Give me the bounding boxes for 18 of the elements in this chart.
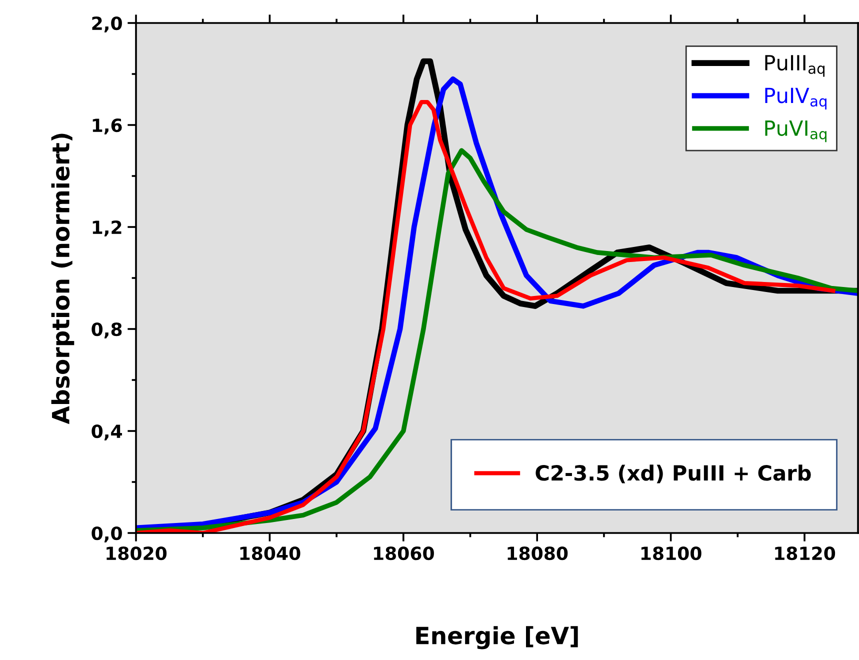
- y-axis-title: Absorption (normiert): [51, 134, 74, 424]
- x-tick-label: 18080: [508, 546, 568, 560]
- y-tick-label: 0,0: [92, 526, 122, 542]
- y-tick-label: 2,0: [92, 16, 122, 32]
- x-tick-label: 18060: [374, 546, 434, 560]
- legend-label: C2-3.5 (xd) PuIII + Carb: [536, 464, 811, 484]
- y-tick-label: 1,6: [92, 118, 122, 134]
- x-tick-label: 18020: [106, 546, 167, 560]
- x-tick-label: 18100: [641, 546, 702, 560]
- legend-label: PuIV$_{aq}$: [765, 88, 826, 110]
- x-tick-label: 18120: [775, 546, 836, 560]
- y-tick-label: 0,8: [92, 322, 122, 338]
- legend-label: PuVI$_{aq}$: [765, 120, 826, 142]
- x-tick-label: 18040: [240, 546, 300, 560]
- x-axis-title: Energie [eV]: [416, 626, 578, 650]
- y-tick-label: 1,2: [92, 220, 122, 236]
- y-tick-label: 0,4: [92, 424, 122, 440]
- legend-label: PuIII$_{aq}$: [765, 55, 824, 77]
